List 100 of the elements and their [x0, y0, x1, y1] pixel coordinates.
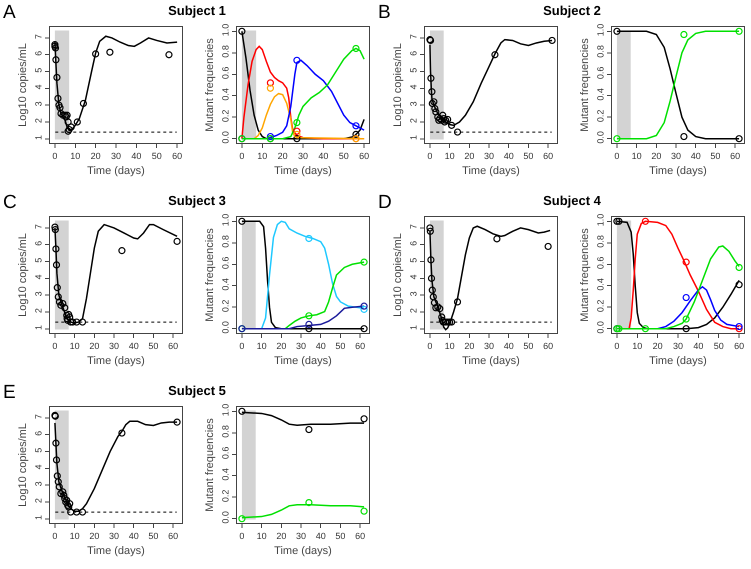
- x-tick-label: 10: [70, 150, 80, 161]
- x-tick-label: 50: [335, 530, 346, 541]
- x-tick-label: 60: [172, 150, 182, 161]
- y-tick-label: 0.8: [595, 235, 606, 248]
- x-tick-label: 10: [256, 340, 267, 351]
- y-tick-label: 0.4: [220, 278, 230, 291]
- y-tick-label: 0.6: [595, 66, 606, 80]
- chart-title: Subject 3: [168, 193, 226, 208]
- y-tick-label: 3: [33, 291, 44, 296]
- y-tick-label: 0.2: [595, 110, 606, 122]
- y-tick-label: 7: [33, 414, 44, 420]
- x-tick-label: 20: [464, 150, 474, 161]
- y-tick-label: 3: [408, 101, 418, 106]
- x-tick-label: 60: [543, 150, 554, 161]
- y-tick-label: 3: [408, 291, 418, 296]
- y-tick-label: 5: [33, 68, 44, 73]
- x-tick-label: 30: [672, 340, 684, 351]
- y-tick-label: 6: [33, 240, 44, 246]
- x-tick-label: 20: [89, 340, 100, 351]
- y-tick-label: 0.2: [220, 490, 230, 502]
- x-tick-label: 10: [256, 530, 267, 541]
- y-tick-label: 4: [408, 84, 418, 90]
- x-axis-title: Time (days): [274, 545, 332, 557]
- x-axis-title: Time (days): [649, 165, 707, 177]
- y-tick-label: 0.0: [220, 511, 230, 524]
- y-tick-label: 3: [33, 481, 44, 486]
- y-axis-title: Mutant frequencies: [204, 228, 216, 322]
- y-tick-label: 0.6: [220, 446, 230, 460]
- y-axis-title: Log10 copies/mL: [17, 423, 30, 507]
- text: D: [378, 192, 392, 214]
- x-tick-label: 60: [168, 340, 178, 351]
- y-tick-label: 1.0: [220, 214, 230, 226]
- y-axis-title: Log10 copies/mL: [392, 233, 404, 317]
- x-tick-label: 10: [70, 530, 80, 541]
- x-tick-label: 60: [543, 340, 554, 351]
- x-tick-label: 10: [444, 150, 455, 161]
- x-tick-label: 20: [278, 150, 288, 161]
- y-tick-label: 2: [33, 498, 44, 504]
- y-tick-label: 4: [408, 274, 418, 280]
- x-tick-label: 40: [316, 530, 326, 541]
- chart-title: Subject 1: [168, 3, 226, 18]
- x-tick-label: 60: [730, 150, 740, 161]
- x-tick-label: 50: [152, 150, 162, 161]
- y-tick-label: 3: [33, 101, 44, 106]
- x-tick-label: 20: [651, 150, 662, 161]
- x-tick-label: 0: [239, 340, 244, 351]
- y-tick-label: 7: [408, 224, 418, 230]
- y-tick-label: 0.4: [595, 278, 606, 291]
- x-tick-label: 40: [504, 340, 514, 351]
- x-tick-label: 0: [614, 150, 620, 161]
- y-tick-label: 1: [408, 134, 418, 140]
- y-tick-label: 0.8: [220, 425, 230, 438]
- x-tick-label: 20: [276, 530, 286, 541]
- x-tick-label: 50: [148, 530, 158, 541]
- y-tick-label: 0.0: [220, 131, 230, 144]
- y-tick-label: 0.6: [220, 66, 230, 80]
- x-tick-label: 0: [614, 340, 620, 351]
- x-tick-label: 40: [504, 150, 514, 161]
- x-tick-label: 30: [296, 340, 306, 351]
- y-tick-label: 2: [33, 308, 44, 314]
- x-axis-title: Time (days): [274, 355, 332, 367]
- y-tick-label: 0.8: [595, 45, 606, 58]
- x-tick-label: 10: [444, 340, 455, 351]
- x-tick-label: 40: [316, 340, 326, 351]
- y-axis-title: Mutant frequencies: [579, 38, 592, 132]
- y-tick-label: 6: [408, 240, 418, 246]
- x-axis-title: Time (days): [462, 355, 520, 367]
- x-tick-label: 0: [239, 150, 244, 161]
- y-axis-title: Log10 copies/mL: [392, 43, 404, 127]
- x-tick-label: 30: [484, 150, 494, 161]
- y-tick-label: 4: [33, 84, 44, 90]
- y-axis-title: Mutant frequencies: [204, 418, 216, 512]
- x-tick-label: 20: [90, 150, 101, 161]
- y-tick-label: 0.4: [220, 88, 230, 101]
- x-tick-label: 50: [335, 340, 346, 351]
- x-axis-title: Time (days): [649, 355, 707, 367]
- text: E: [3, 382, 16, 404]
- x-tick-label: 40: [690, 150, 701, 161]
- y-tick-label: 5: [408, 68, 418, 73]
- y-tick-label: 0.2: [220, 300, 230, 312]
- x-tick-label: 40: [693, 340, 704, 351]
- x-tick-label: 60: [355, 530, 366, 541]
- y-tick-label: 4: [33, 274, 44, 280]
- y-tick-label: 0.6: [595, 256, 606, 270]
- y-tick-label: 1: [408, 324, 418, 330]
- y-tick-label: 0.4: [220, 468, 230, 481]
- y-tick-label: 0.6: [220, 256, 230, 270]
- x-tick-label: 0: [52, 150, 58, 161]
- y-tick-label: 6: [33, 50, 44, 56]
- y-tick-label: 0.4: [595, 88, 606, 101]
- y-tick-label: 5: [408, 258, 418, 263]
- y-tick-label: 0.2: [220, 110, 230, 122]
- x-tick-label: 20: [89, 530, 100, 541]
- x-tick-label: 0: [427, 340, 432, 351]
- x-tick-label: 50: [338, 150, 349, 161]
- y-tick-label: 6: [33, 430, 44, 436]
- x-axis-title: Time (days): [87, 165, 145, 177]
- chart-title: Subject 5: [168, 383, 226, 398]
- y-tick-label: 0.8: [220, 235, 230, 248]
- x-tick-label: 0: [427, 150, 432, 161]
